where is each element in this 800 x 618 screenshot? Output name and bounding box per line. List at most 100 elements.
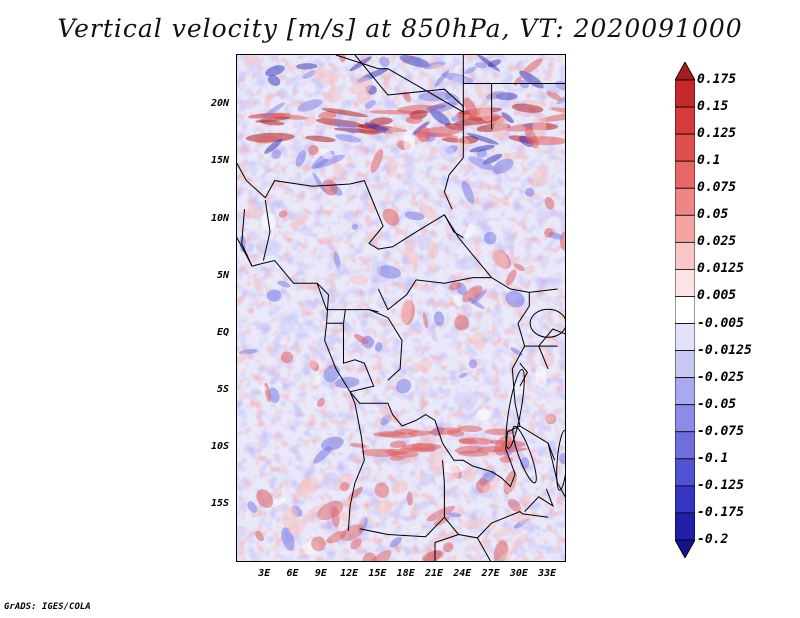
field-blob [318,111,337,120]
field-blob [312,376,322,386]
field-blob [468,359,478,369]
field-blob [293,318,310,338]
colorbar-swatch [674,431,696,460]
field-blob [350,77,373,96]
field-blob [335,134,362,143]
field-blob [237,526,248,542]
field-blob [471,289,487,304]
field-blob [280,440,289,447]
field-blob [416,234,431,250]
field-blob [334,120,359,134]
latitude-label: 10N [210,212,229,224]
field-blob [431,64,444,70]
field-blob [418,91,452,102]
field-blob [558,452,565,465]
latitude-label: 10S [210,440,229,452]
colorbar-swatch [674,404,696,433]
field-blob [518,512,532,526]
field-blob [365,550,392,561]
field-blob [399,55,430,68]
field-blob [322,179,338,196]
latitude-label: 20N [210,98,229,110]
field-blob [448,281,462,291]
field-blob [454,315,470,331]
colorbar-label: -0.175 [697,504,744,520]
field-blob [406,491,413,506]
field-blob [490,440,508,445]
field-blob [319,148,333,160]
longitude-label: 30E [509,568,528,579]
field-blob [252,277,264,292]
border-line [434,534,459,561]
colorbar-label: 0.125 [697,126,737,142]
field-blob [524,126,539,149]
field-blob [492,117,508,142]
colorbar-swatch [674,214,696,243]
colorbar-swatch [674,187,696,216]
field-blob [492,526,512,538]
field-blob [256,239,282,256]
colorbar-swatch [674,350,696,379]
field-blob [268,387,280,404]
colorbar-label: 0.075 [697,180,737,196]
field-blob [475,538,491,550]
field-blob [298,478,314,492]
field-blob [334,376,360,389]
field-blob [457,425,483,433]
field-blob [320,436,344,451]
colorbar-swatch [674,539,696,559]
field-blob [488,194,511,207]
field-blob [519,79,529,89]
field-blob [405,245,419,269]
field-blob [462,518,486,530]
colorbar-label: 0.15 [697,99,729,115]
colorbar [674,61,696,559]
field-blob [389,456,405,461]
field-blob [278,317,287,326]
colorbar-swatch [674,458,696,487]
border-line [524,488,554,512]
field-blob [279,313,299,336]
field-blob [314,154,345,169]
colorbar-swatch [674,61,696,81]
field-blob [519,70,544,89]
longitude-label: 33E [538,568,557,579]
field-blob [277,280,291,288]
field-blob [379,56,390,67]
field-blob [468,156,494,171]
field-blob [307,359,317,370]
field-blob [524,99,547,107]
field-blob [255,116,291,123]
longitude-label: 3E [258,568,271,579]
colorbar-label: -0.2 [697,532,729,547]
field-blob [386,158,398,177]
field-blob [492,158,514,174]
field-blob [404,211,425,221]
field-blob [317,500,344,521]
field-blob [522,495,532,505]
field-blob [304,114,316,127]
colorbar-swatch [674,485,696,514]
border-line [387,68,464,113]
field-blob [467,298,485,309]
field-blob [431,531,462,543]
field-blob [382,208,400,226]
field-blob [486,91,506,100]
field-blob [533,168,549,187]
colorbar-label: 0.0125 [697,261,744,277]
field-blob [297,99,323,112]
field-blob [393,428,419,434]
field-blob [258,384,267,392]
field-blob [487,59,501,68]
field-blob [261,102,286,119]
field-blob [522,58,543,75]
field-blob [556,93,565,105]
border-line [519,362,529,387]
field-blob [305,135,336,143]
latitude-label: 15N [210,155,229,167]
field-blob [448,512,462,518]
field-blob [312,172,326,193]
field-blob [288,519,307,535]
field-blob [544,227,554,238]
field-blob [445,472,458,484]
